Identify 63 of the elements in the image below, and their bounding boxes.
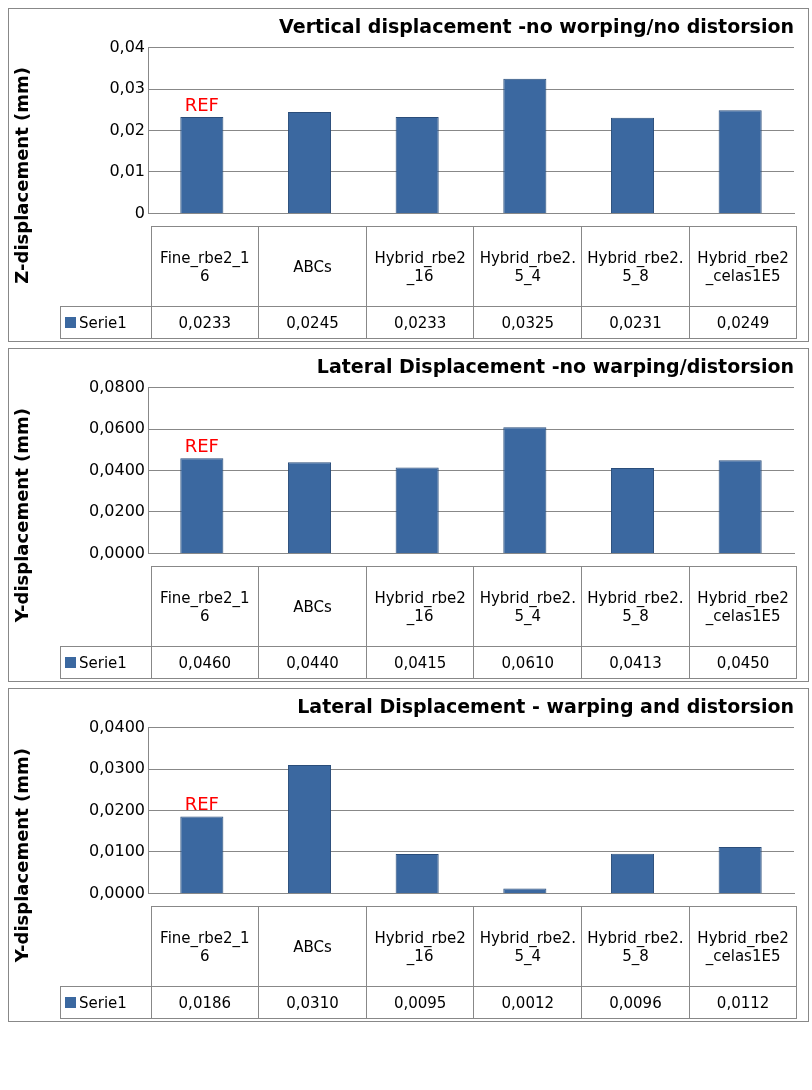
data-label: 0,0112 <box>689 986 797 1019</box>
y-tick-label: 0,04 <box>109 36 145 56</box>
x-tick-label: Hybrid_rbe2_16 <box>366 566 474 647</box>
data-label: 0,0610 <box>473 646 582 679</box>
x-tick-label: Hybrid_rbe2.5_8 <box>581 566 690 647</box>
x-tick-label: ABCs <box>258 906 367 987</box>
y-tick-label: 0,0200 <box>89 799 145 819</box>
y-tick-label: 0,0000 <box>89 882 145 902</box>
x-tick-label: Hybrid_rbe2.5_4 <box>473 906 582 987</box>
legend-label: Serie1 <box>79 313 127 332</box>
y-tick-label: 0,01 <box>109 161 145 181</box>
annotation: REF <box>184 793 219 815</box>
y-tick-label: 0,0100 <box>89 841 145 861</box>
x-tick-label: Hybrid_rbe2_celas1E5 <box>689 226 797 307</box>
data-label: 0,0231 <box>581 306 690 339</box>
data-label: 0,0186 <box>151 986 259 1019</box>
data-label: 0,0095 <box>366 986 474 1019</box>
x-tick-label: Hybrid_rbe2.5_4 <box>473 566 582 647</box>
y-tick-label: 0,0200 <box>89 501 145 521</box>
y-tick-label: 0,0600 <box>89 418 145 438</box>
data-label: 0,0450 <box>689 646 797 679</box>
x-tick-label: Hybrid_rbe2.5_4 <box>473 226 582 307</box>
data-label: 0,0413 <box>581 646 690 679</box>
x-tick-label: Fine_rbe2_16 <box>151 566 259 647</box>
legend-label: Serie1 <box>79 993 127 1012</box>
annotation: REF <box>184 434 219 456</box>
x-tick-label: Hybrid_rbe2_16 <box>366 906 474 987</box>
x-tick-label: Hybrid_rbe2.5_8 <box>581 906 690 987</box>
chart-title: Vertical displacement -no worping/no distorsion <box>279 15 794 38</box>
y-axis-title: Z-displacement (mm) <box>11 66 33 284</box>
legend-label: Serie1 <box>79 653 127 672</box>
data-label: 0,0233 <box>151 306 259 339</box>
x-tick-label: ABCs <box>258 226 367 307</box>
x-tick-label: ABCs <box>258 566 367 647</box>
y-tick-label: 0 <box>134 202 145 222</box>
data-label: 0,0245 <box>258 306 367 339</box>
y-tick-label: 0,0000 <box>89 542 145 562</box>
data-label: 0,0249 <box>689 306 797 339</box>
data-label: 0,0415 <box>366 646 474 679</box>
data-label: 0,0233 <box>366 306 474 339</box>
y-tick-label: 0,0400 <box>89 716 145 736</box>
y-axis-title: Y-displacement (mm) <box>11 747 33 963</box>
chart-title: Lateral Displacement - warping and distorsion <box>297 695 794 718</box>
data-label: 0,0325 <box>473 306 582 339</box>
x-tick-label: Hybrid_rbe2_celas1E5 <box>689 906 797 987</box>
data-label: 0,0012 <box>473 986 582 1019</box>
y-tick-label: 0,0800 <box>89 376 145 396</box>
y-tick-label: 0,0300 <box>89 758 145 778</box>
x-tick-label: Fine_rbe2_16 <box>151 906 259 987</box>
annotation: REF <box>184 93 219 115</box>
y-tick-label: 0,03 <box>109 78 145 98</box>
x-tick-label: Fine_rbe2_16 <box>151 226 259 307</box>
y-tick-label: 0,02 <box>109 119 145 139</box>
chart-title: Lateral Displacement -no warping/distorsion <box>316 355 794 378</box>
data-label: 0,0310 <box>258 986 367 1019</box>
data-label: 0,0460 <box>151 646 259 679</box>
y-axis-title: Y-displacement (mm) <box>11 407 33 623</box>
x-tick-label: Hybrid_rbe2.5_8 <box>581 226 690 307</box>
data-label: 0,0440 <box>258 646 367 679</box>
x-tick-label: Hybrid_rbe2_16 <box>366 226 474 307</box>
y-tick-label: 0,0400 <box>89 459 145 479</box>
x-tick-label: Hybrid_rbe2_celas1E5 <box>689 566 797 647</box>
data-label: 0,0096 <box>581 986 690 1019</box>
